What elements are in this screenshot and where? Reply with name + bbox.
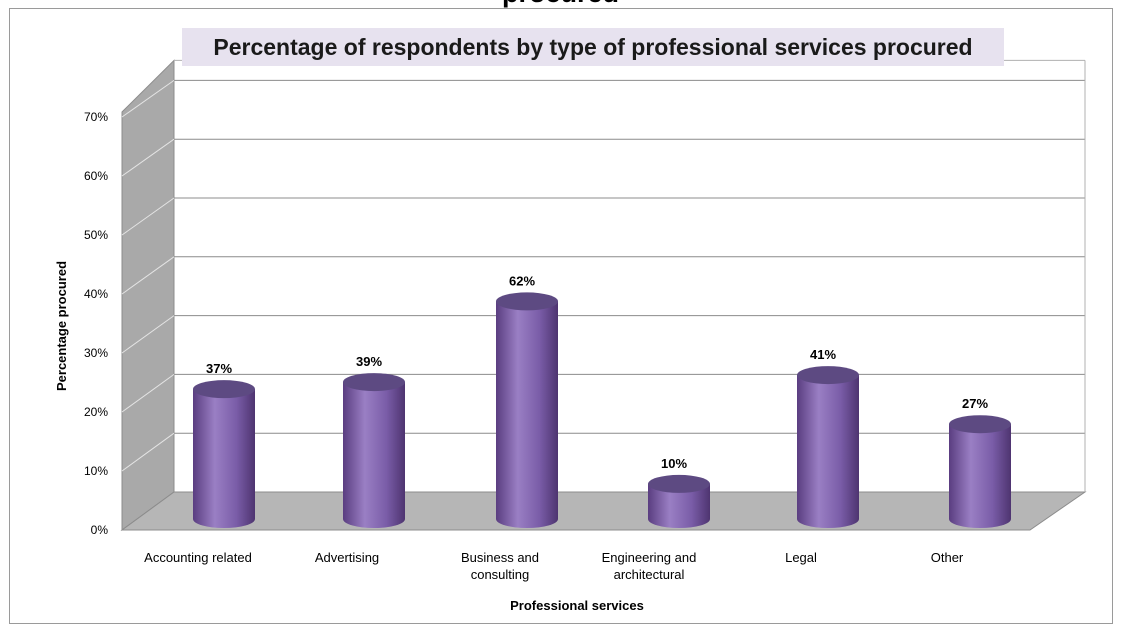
data-label: 10% <box>661 456 687 471</box>
bar <box>343 373 405 528</box>
bar-top <box>949 415 1011 434</box>
bar-top <box>343 373 405 392</box>
bar-body <box>949 424 1011 528</box>
data-label: 27% <box>962 396 988 411</box>
y-tick-label: 40% <box>84 287 108 301</box>
y-tick-label: 20% <box>84 405 108 419</box>
bar-top <box>496 292 558 311</box>
gridline-side <box>121 138 175 177</box>
y-tick-label: 60% <box>84 169 108 183</box>
x-axis-title: Professional services <box>510 598 644 613</box>
data-label: 41% <box>810 347 836 362</box>
gridline-side <box>121 315 175 354</box>
category-label: Business and <box>461 550 539 565</box>
bar-top <box>193 380 255 399</box>
bar <box>949 415 1011 528</box>
bar-body <box>648 483 710 528</box>
gridline-side <box>121 432 175 472</box>
category-label: Other <box>931 550 964 565</box>
gridline-side <box>121 256 175 295</box>
gridlines <box>121 59 1086 492</box>
bar <box>496 292 558 528</box>
bars-group: 37% 39% 62% 10% 41% 27% <box>193 273 1011 528</box>
y-tick-label: 30% <box>84 346 108 360</box>
bar-body <box>193 389 255 528</box>
side-wall <box>121 59 175 531</box>
category-label: Advertising <box>315 550 379 565</box>
cropped-title-text: procured <box>0 0 1121 8</box>
bar-top <box>648 474 710 493</box>
category-label: Legal <box>785 550 817 565</box>
category-label: Engineering and <box>602 550 697 565</box>
y-tick-label: 10% <box>84 464 108 478</box>
y-tick-label: 0% <box>91 523 109 537</box>
bar <box>797 366 859 528</box>
y-axis-title: Percentage procured <box>54 261 69 391</box>
floor <box>120 491 1087 531</box>
data-label: 39% <box>356 354 382 369</box>
gridline-side <box>121 79 175 118</box>
chart-title: Percentage of respondents by type of pro… <box>182 28 1004 66</box>
bar <box>193 380 255 528</box>
bar-body <box>496 301 558 528</box>
y-tick-label: 70% <box>84 110 108 124</box>
category-labels: Accounting related Advertising Business an… <box>144 550 964 582</box>
bar-body <box>343 382 405 528</box>
gridline-side <box>121 197 175 236</box>
bar-top <box>797 366 859 385</box>
gridline-side <box>121 373 175 413</box>
category-label: consulting <box>471 567 530 582</box>
chart-walls <box>120 59 1087 531</box>
data-label: 37% <box>206 361 232 376</box>
data-label: 62% <box>509 273 535 288</box>
bar <box>648 474 710 528</box>
y-tick-label: 50% <box>84 228 108 242</box>
category-label: Accounting related <box>144 550 252 565</box>
category-label: architectural <box>614 567 685 582</box>
y-axis-ticks: 0% 10% 20% 30% 40% 50% 60% 70% <box>84 110 108 537</box>
bar-body <box>797 375 859 528</box>
